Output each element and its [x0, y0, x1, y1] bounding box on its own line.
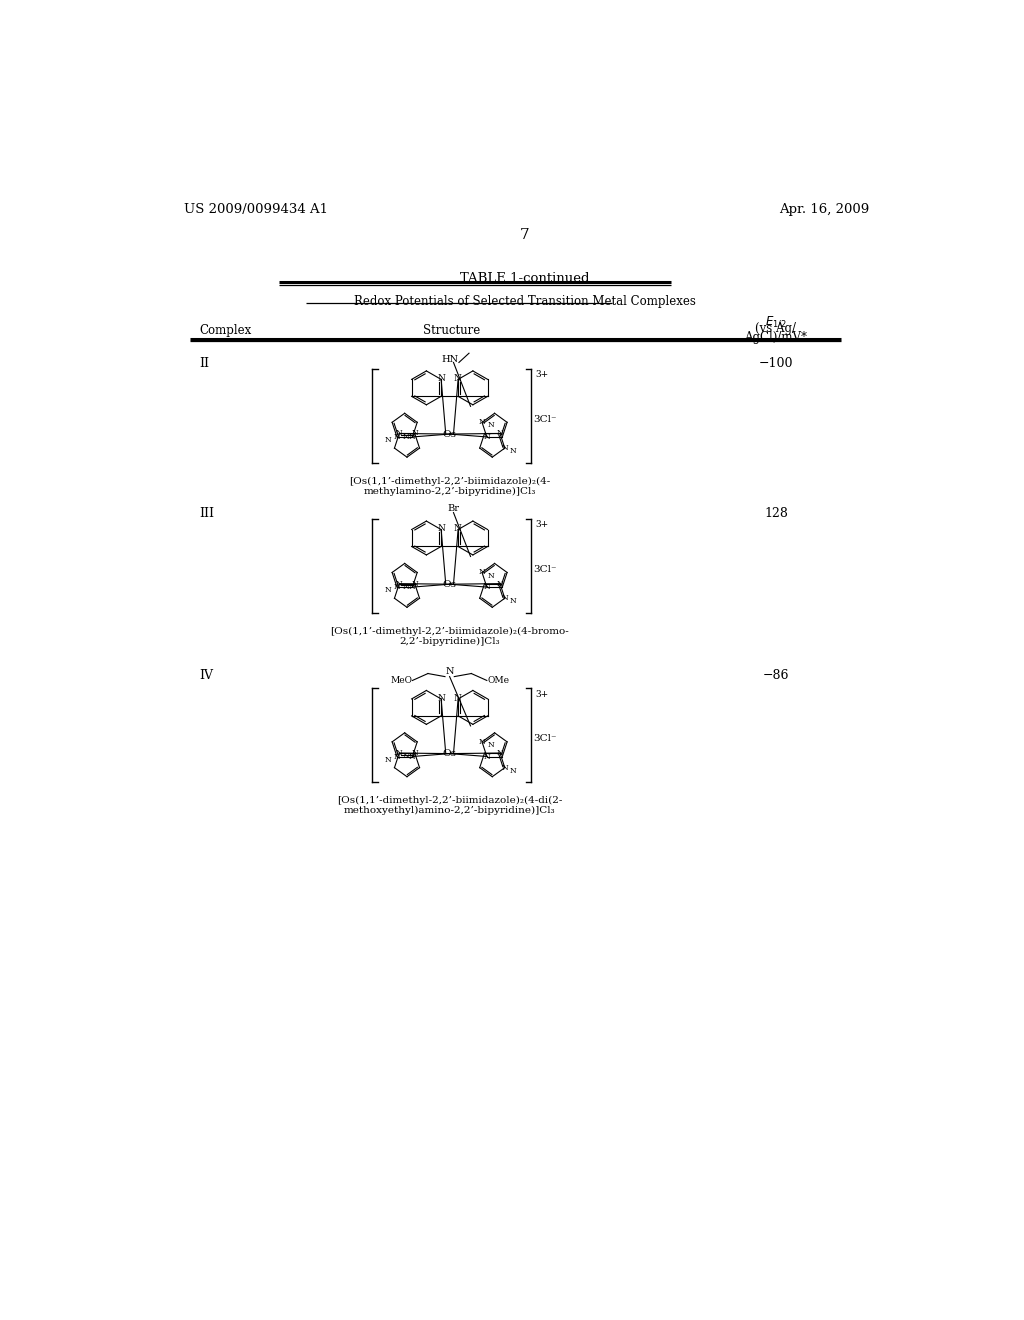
Text: Os: Os	[442, 429, 457, 438]
Text: N: N	[402, 582, 410, 591]
Text: AgCl)/mV*: AgCl)/mV*	[744, 331, 807, 345]
Text: N: N	[412, 748, 418, 758]
Text: N: N	[393, 433, 400, 441]
Text: N: N	[487, 572, 494, 579]
Text: N: N	[409, 433, 416, 441]
Text: N: N	[497, 748, 504, 758]
Text: N: N	[385, 436, 392, 444]
Text: Br: Br	[447, 504, 460, 513]
Text: N: N	[483, 433, 490, 441]
Text: Os: Os	[442, 579, 457, 589]
Text: N: N	[402, 433, 410, 441]
Text: MeO: MeO	[390, 676, 413, 685]
Text: N: N	[445, 668, 454, 676]
Text: Os: Os	[442, 750, 457, 758]
Text: N: N	[438, 374, 445, 383]
Text: N: N	[396, 429, 402, 437]
Text: N: N	[487, 741, 494, 748]
Text: N: N	[497, 579, 504, 587]
Text: 2,2’-bipyridine)]Cl₃: 2,2’-bipyridine)]Cl₃	[399, 636, 500, 645]
Text: N: N	[502, 594, 508, 602]
Text: N: N	[510, 767, 517, 775]
Text: 3+: 3+	[536, 520, 549, 529]
Text: methylamino-2,2’-bipyridine)]Cl₃: methylamino-2,2’-bipyridine)]Cl₃	[364, 487, 536, 495]
Text: [Os(1,1’-dimethyl-2,2’-biimidazole)₂(4-di(2-: [Os(1,1’-dimethyl-2,2’-biimidazole)₂(4-d…	[337, 796, 562, 805]
Text: N: N	[393, 752, 400, 760]
Text: 3+: 3+	[536, 690, 549, 698]
Text: N: N	[385, 755, 392, 763]
Text: N: N	[483, 752, 490, 760]
Text: N: N	[385, 586, 392, 594]
Text: N: N	[454, 694, 461, 702]
Text: N: N	[409, 752, 416, 760]
Text: methoxyethyl)amino-2,2’-bipyridine)]Cl₃: methoxyethyl)amino-2,2’-bipyridine)]Cl₃	[344, 807, 555, 814]
Text: US 2009/0099434 A1: US 2009/0099434 A1	[183, 203, 328, 216]
Text: IV: IV	[200, 669, 213, 682]
Text: N: N	[478, 738, 485, 746]
Text: N: N	[502, 764, 508, 772]
Text: Redox Potentials of Selected Transition Metal Complexes: Redox Potentials of Selected Transition …	[354, 296, 695, 309]
Text: II: II	[200, 358, 209, 370]
Text: $E_{1/2}$: $E_{1/2}$	[765, 314, 786, 329]
Text: −86: −86	[763, 669, 790, 682]
Text: [Os(1,1’-dimethyl-2,2’-biimidazole)₂(4-: [Os(1,1’-dimethyl-2,2’-biimidazole)₂(4-	[349, 477, 550, 486]
Text: N: N	[510, 598, 517, 606]
Text: 3+: 3+	[536, 371, 549, 379]
Text: HN: HN	[441, 355, 458, 364]
Text: OMe: OMe	[487, 676, 510, 685]
Text: N: N	[487, 421, 494, 429]
Text: 3Cl⁻: 3Cl⁻	[534, 414, 557, 424]
Text: N: N	[478, 418, 485, 426]
Text: N: N	[483, 583, 490, 591]
Text: 7: 7	[520, 227, 529, 242]
Text: N: N	[409, 583, 416, 591]
Text: N: N	[402, 752, 410, 760]
Text: N: N	[438, 524, 445, 533]
Text: N: N	[454, 374, 461, 383]
Text: 3Cl⁻: 3Cl⁻	[534, 734, 557, 743]
Text: N: N	[412, 579, 418, 587]
Text: N: N	[438, 694, 445, 702]
Text: −100: −100	[759, 358, 794, 370]
Text: N: N	[412, 429, 418, 437]
Text: N: N	[454, 524, 461, 533]
Text: N: N	[497, 429, 504, 437]
Text: N: N	[502, 444, 508, 453]
Text: Complex: Complex	[200, 323, 252, 337]
Text: Apr. 16, 2009: Apr. 16, 2009	[779, 203, 869, 216]
Text: (vs Ag/: (vs Ag/	[756, 322, 797, 335]
Text: III: III	[200, 507, 214, 520]
Text: [Os(1,1’-dimethyl-2,2’-biimidazole)₂(4-bromo-: [Os(1,1’-dimethyl-2,2’-biimidazole)₂(4-b…	[331, 627, 569, 636]
Text: N: N	[510, 447, 517, 455]
Text: 3Cl⁻: 3Cl⁻	[534, 565, 557, 574]
Text: N: N	[396, 579, 402, 587]
Text: TABLE 1-continued: TABLE 1-continued	[460, 272, 590, 285]
Text: 128: 128	[764, 507, 787, 520]
Text: N: N	[396, 748, 402, 758]
Text: N: N	[478, 569, 485, 577]
Text: Structure: Structure	[423, 323, 480, 337]
Text: N: N	[393, 583, 400, 591]
